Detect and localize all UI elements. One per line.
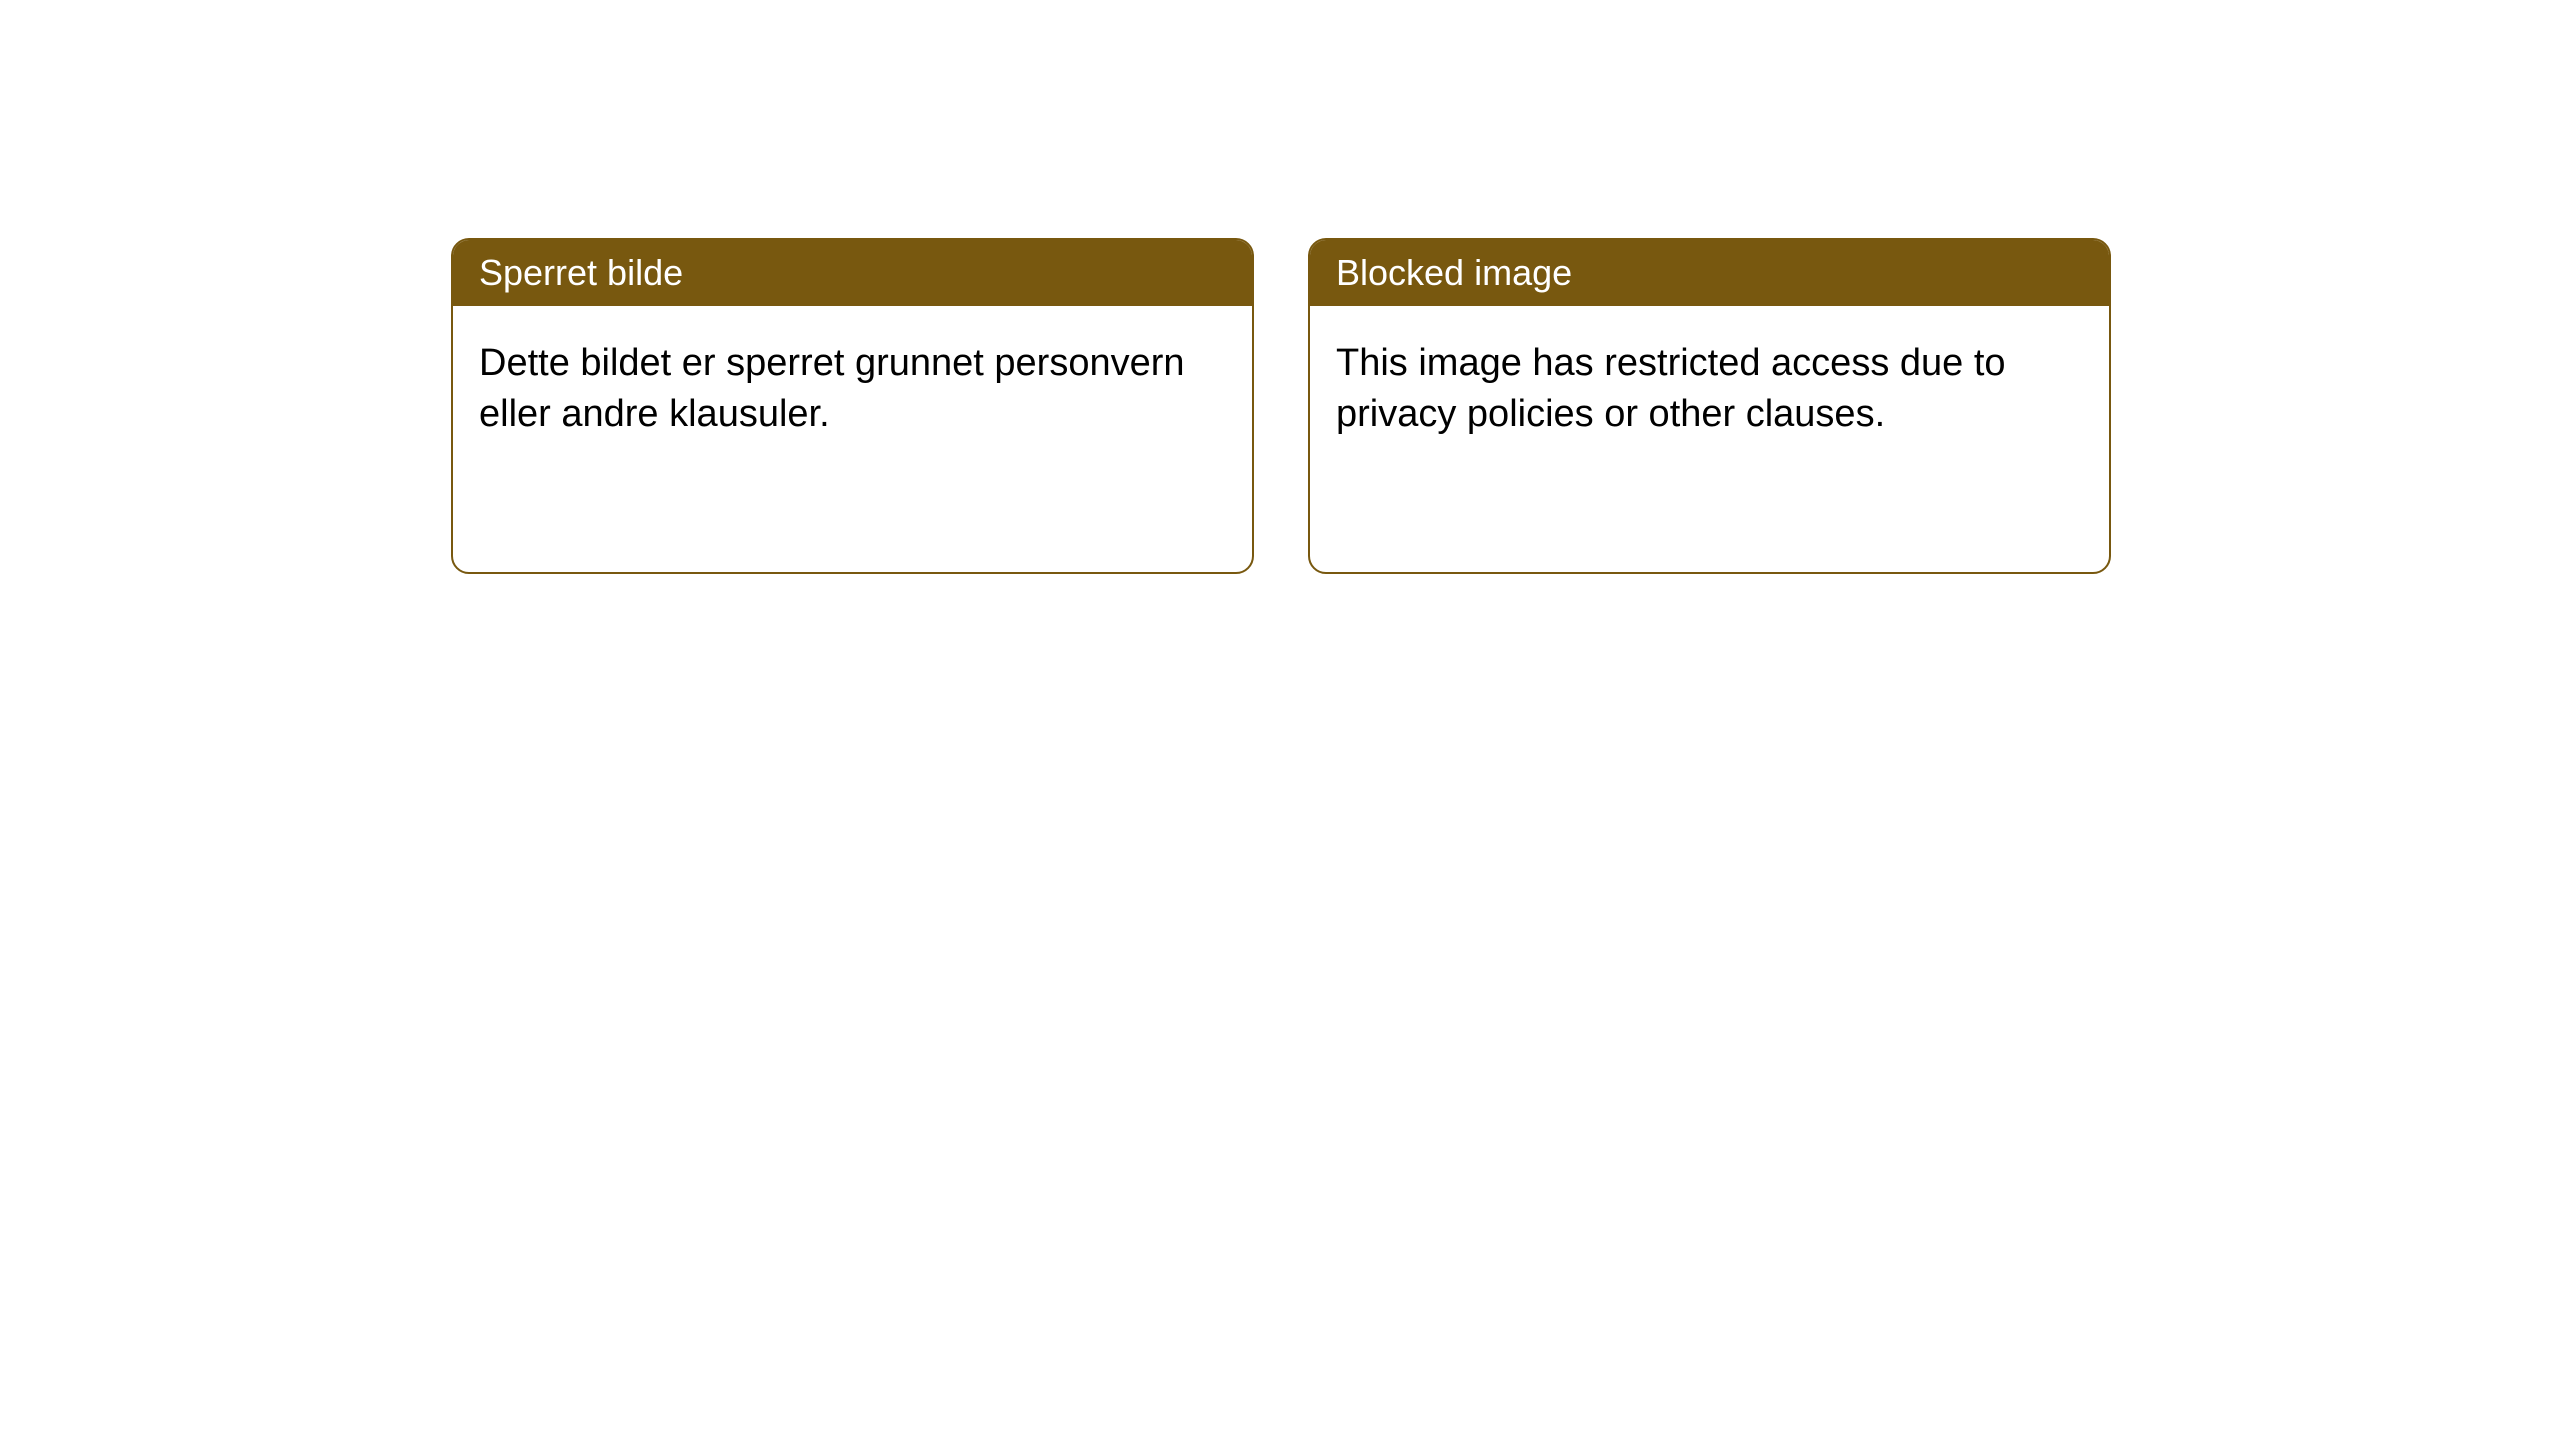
card-header-norwegian: Sperret bilde bbox=[453, 240, 1252, 306]
card-text-english: This image has restricted access due to … bbox=[1336, 342, 2006, 435]
card-body-norwegian: Dette bildet er sperret grunnet personve… bbox=[453, 306, 1252, 473]
card-title-english: Blocked image bbox=[1336, 252, 1572, 293]
notice-cards-container: Sperret bilde Dette bildet er sperret gr… bbox=[451, 238, 2111, 574]
card-title-norwegian: Sperret bilde bbox=[479, 252, 683, 293]
card-body-english: This image has restricted access due to … bbox=[1310, 306, 2109, 473]
card-header-english: Blocked image bbox=[1310, 240, 2109, 306]
notice-card-english: Blocked image This image has restricted … bbox=[1308, 238, 2111, 574]
card-text-norwegian: Dette bildet er sperret grunnet personve… bbox=[479, 342, 1185, 435]
notice-card-norwegian: Sperret bilde Dette bildet er sperret gr… bbox=[451, 238, 1254, 574]
